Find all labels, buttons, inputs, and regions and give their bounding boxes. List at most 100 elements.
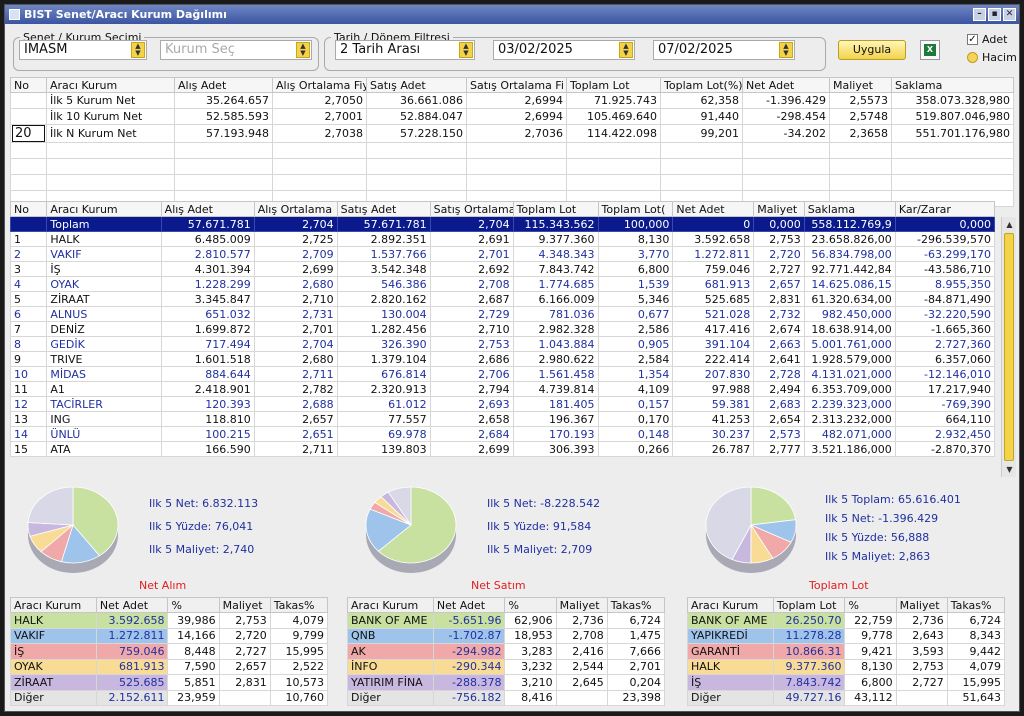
- col-header[interactable]: Toplam Lot: [512, 201, 599, 217]
- table-cell: -84.871,490: [894, 291, 996, 307]
- table-cell: 6.485.009: [160, 231, 255, 247]
- panel-row[interactable]: Diğer -756.182 8,416 23,398: [347, 689, 666, 706]
- summary-col-header[interactable]: Aracı Kurum: [46, 77, 175, 93]
- table-row[interactable]: 15 ATA 166.590 2,711 139.803 2,699 306.393 0,26…: [9, 441, 996, 457]
- table-row[interactable]: 10 MİDAS 884.644 2,711 676.814 2,706 1.561.458…: [9, 366, 996, 382]
- option-hacim[interactable]: Hacim: [967, 51, 1017, 64]
- option-adet[interactable]: ✓ Adet: [967, 33, 1007, 46]
- excel-export-button[interactable]: X: [920, 40, 940, 60]
- summary-row[interactable]: İlk 5 Kurum Net 35.264.657 2,7050 36.661.08…: [10, 92, 1014, 109]
- table-row[interactable]: 6 ALNUS 651.032 2,731 130.004 2,729 781.036 0,6…: [9, 306, 996, 322]
- table-cell: VAKIF: [46, 246, 162, 262]
- stock-select[interactable]: IMASM ▲ ▼: [19, 40, 147, 60]
- panel-row[interactable]: İŞ 759.046 8,448 2,727 15,995: [10, 643, 329, 660]
- col-header[interactable]: Aracı Kurum: [46, 201, 162, 217]
- table-row[interactable]: 2 VAKIF 2.810.577 2,709 1.537.766 2,701 4.348.…: [9, 246, 996, 262]
- table-row[interactable]: 11 A1 2.418.901 2,782 2.320.913 2,794 4.739.81…: [9, 381, 996, 397]
- summary-row[interactable]: İlk 10 Kurum Net 52.585.593 2,7001 52.884.0…: [10, 108, 1014, 125]
- table-row[interactable]: 8 GEDİK 717.494 2,704 326.390 2,753 1.043.884 0…: [9, 336, 996, 352]
- date-from-field[interactable]: 03/02/2025 ▲ ▼: [493, 40, 635, 60]
- panel-col-header[interactable]: Toplam Lot: [772, 597, 846, 613]
- panel-col-header[interactable]: Takas%: [946, 597, 1006, 613]
- panel-col-header[interactable]: Takas%: [269, 597, 329, 613]
- panel-row[interactable]: GARANTİ 10.866.31 9,421 3,593 9,442: [687, 643, 1006, 660]
- panel-cell: 10,573: [269, 674, 329, 691]
- table-row[interactable]: 12 TACİRLER 120.393 2,688 61.012 2,693 181.405…: [9, 396, 996, 412]
- panel-row[interactable]: Diğer 2.152.611 23,959 10,760: [10, 689, 329, 706]
- panel-cell: 39,986: [167, 612, 220, 629]
- summary-col-header[interactable]: No: [10, 77, 47, 93]
- summary-col-header[interactable]: Maliyet: [829, 77, 892, 93]
- panel-col-header[interactable]: Aracı Kurum: [687, 597, 774, 613]
- maximize-button[interactable]: ▪: [988, 8, 1001, 21]
- scroll-down-icon[interactable]: ▼: [1006, 465, 1013, 474]
- panel-col-header[interactable]: %: [844, 597, 897, 613]
- summary-col-header[interactable]: Alış Adet: [174, 77, 273, 93]
- date-to-field[interactable]: 07/02/2025 ▲ ▼: [653, 40, 795, 60]
- close-button[interactable]: ✕: [1003, 8, 1016, 21]
- panel-row[interactable]: ZİRAAT 525.685 5,851 2,831 10,573: [10, 674, 329, 691]
- summary-col-header[interactable]: Satış Ortalama Fi: [466, 77, 567, 93]
- panel-col-header[interactable]: Maliyet: [895, 597, 948, 613]
- minimize-button[interactable]: –: [973, 8, 986, 21]
- panel-col-header[interactable]: Aracı Kurum: [10, 597, 97, 613]
- table-row[interactable]: 3 İŞ 4.301.394 2,699 3.542.348 2,692 7.843.742…: [9, 261, 996, 277]
- panel-col-header[interactable]: %: [504, 597, 557, 613]
- panel-col-header[interactable]: Aracı Kurum: [347, 597, 434, 613]
- panel-row[interactable]: BANK OF AME -5.651.96 62,906 2,736 6,724: [347, 612, 666, 629]
- panel-col-header[interactable]: Maliyet: [555, 597, 608, 613]
- col-header[interactable]: Satış Ortalama: [429, 201, 514, 217]
- summary-col-header[interactable]: Toplam Lot(%): [660, 77, 743, 93]
- col-header[interactable]: Alış Ortalama: [253, 201, 338, 217]
- summary-col-header[interactable]: Satış Adet: [366, 77, 467, 93]
- panel-row[interactable]: AK -294.982 3,283 2,416 7,666: [347, 643, 666, 660]
- col-header[interactable]: Alış Adet: [160, 201, 255, 217]
- summary-col-header[interactable]: Toplam Lot: [566, 77, 661, 93]
- table-row[interactable]: 4 OYAK 1.228.299 2,680 546.386 2,708 1.774.685…: [9, 276, 996, 292]
- n-count-input[interactable]: 20: [12, 125, 45, 142]
- panel-row[interactable]: İNFO -290.344 3,232 2,544 2,701: [347, 658, 666, 675]
- table-row[interactable]: 1 HALK 6.485.009 2,725 2.892.351 2,691 9.377.3…: [9, 231, 996, 247]
- col-header[interactable]: No: [9, 201, 48, 217]
- col-header[interactable]: Satış Adet: [336, 201, 431, 217]
- panel-row[interactable]: YATIRIM FİNA -288.378 3,210 2,645 0,204: [347, 674, 666, 691]
- panel-row[interactable]: HALK 3.592.658 39,986 2,753 4,079: [10, 612, 329, 629]
- panel-col-header[interactable]: Takas%: [606, 597, 666, 613]
- panel-col-header[interactable]: %: [167, 597, 220, 613]
- table-row[interactable]: 9 TRIVE 1.601.518 2,680 1.379.104 2,686 2.980.…: [9, 351, 996, 367]
- scrollbar-thumb[interactable]: [1004, 233, 1014, 461]
- panel-row[interactable]: QNB -1.702.87 18,953 2,708 1,475: [347, 627, 666, 644]
- table-row[interactable]: 7 DENİZ 1.699.872 2,701 1.282.456 2,710 2.982.…: [9, 321, 996, 337]
- col-header[interactable]: Saklama: [803, 201, 896, 217]
- panel-row[interactable]: OYAK 681.913 7,590 2,657 2,522: [10, 658, 329, 675]
- panel-row[interactable]: Diğer 49.727.16 43,112 51,643: [687, 689, 1006, 706]
- col-header[interactable]: Maliyet: [753, 201, 805, 217]
- table-cell: 3.521.186,000: [803, 441, 896, 457]
- table-cell: 5,346: [597, 291, 674, 307]
- panel-col-header[interactable]: Net Adet: [95, 597, 169, 613]
- summary-col-header[interactable]: Alış Ortalama Fiy: [272, 77, 367, 93]
- table-scrollbar[interactable]: ▲ ▼: [1001, 217, 1016, 477]
- table-row[interactable]: 13 ING 118.810 2,657 77.557 2,658 196.367 0,170…: [9, 411, 996, 427]
- summary-row[interactable]: 20 İlk N Kurum Net 57.193.948 2,7038 57.228.…: [10, 124, 1014, 143]
- total-row[interactable]: Toplam 57.671.781 2,704 57.671.781 2,704 115.…: [9, 216, 996, 232]
- col-header[interactable]: Kar/Zarar: [894, 201, 996, 217]
- broker-select[interactable]: Kurum Seç ▲ ▼: [160, 40, 312, 60]
- panel-row[interactable]: VAKIF 1.272.811 14,166 2,720 9,799: [10, 627, 329, 644]
- panel-row[interactable]: YAPIKREDİ 11.278.28 9,778 2,643 8,343: [687, 627, 1006, 644]
- panel-row[interactable]: HALK 9.377.360 8,130 2,753 4,079: [687, 658, 1006, 675]
- period-mode-select[interactable]: 2 Tarih Arası ▲ ▼: [335, 40, 475, 60]
- panel-row[interactable]: İŞ 7.843.742 6,800 2,727 15,995: [687, 674, 1006, 691]
- pie-side: [706, 525, 796, 573]
- summary-col-header[interactable]: Saklama: [891, 77, 1014, 93]
- scroll-up-icon[interactable]: ▲: [1006, 220, 1013, 229]
- panel-col-header[interactable]: Net Adet: [432, 597, 506, 613]
- panel-row[interactable]: BANK OF AME 26.250.70 22,759 2,736 6,724: [687, 612, 1006, 629]
- col-header[interactable]: Toplam Lot(: [597, 201, 674, 217]
- table-row[interactable]: 5 ZİRAAT 3.345.847 2,710 2.820.162 2,687 6.166…: [9, 291, 996, 307]
- panel-col-header[interactable]: Maliyet: [218, 597, 271, 613]
- apply-button[interactable]: Uygula: [838, 40, 906, 60]
- table-row[interactable]: 14 ÜNLÜ 100.215 2,651 69.978 2,684 170.193 0,14…: [9, 426, 996, 442]
- col-header[interactable]: Net Adet: [672, 201, 755, 217]
- summary-col-header[interactable]: Net Adet: [742, 77, 830, 93]
